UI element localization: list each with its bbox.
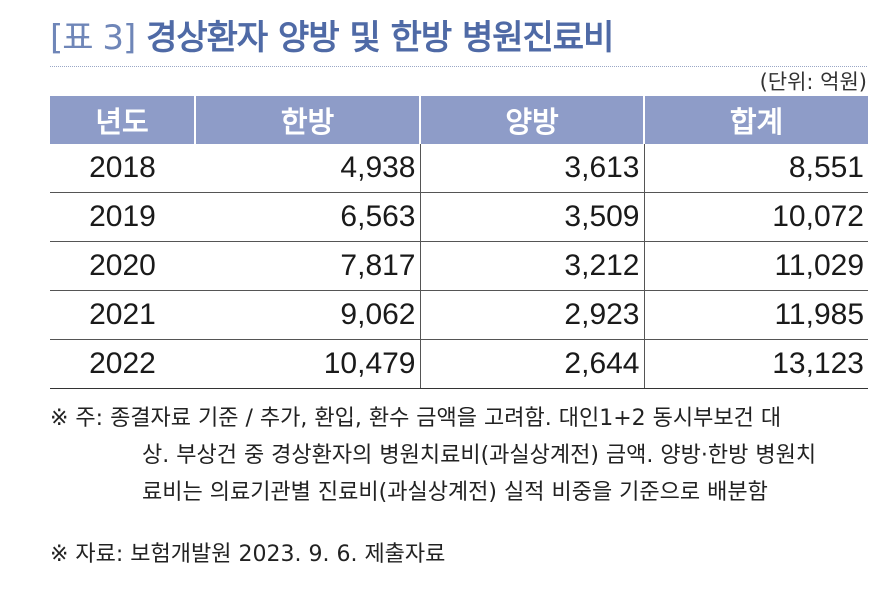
cell-korean-medicine: 6,563 — [195, 192, 421, 242]
table-row: 2021 9,062 2,923 11,985 — [50, 290, 868, 340]
header-korean-medicine: 한방 — [194, 96, 420, 144]
table-notes: ※ 주: 종결자료 기준 / 추가, 환입, 환수 금액을 고려함. 대인1+2… — [50, 400, 880, 511]
title-divider — [50, 66, 867, 67]
cell-year: 2019 — [50, 192, 195, 242]
cell-korean-medicine: 7,817 — [195, 241, 421, 291]
note-line: 료비는 의료기관별 진료비(과실상계전) 실적 비중을 기준으로 배분함 — [142, 480, 768, 505]
table-row: 2018 4,938 3,613 8,551 — [50, 144, 868, 193]
header-year: 년도 — [50, 96, 195, 144]
source-note: ※ 자료: 보험개발원 2023. 9. 6. 제출자료 — [50, 542, 446, 567]
cell-western-medicine: 2,923 — [420, 290, 645, 340]
cell-year: 2022 — [50, 339, 195, 389]
table-title: [표 3] 경상환자 양방 및 한방 병원진료비 — [50, 10, 614, 59]
cell-korean-medicine: 4,938 — [195, 144, 421, 193]
cell-year: 2021 — [50, 290, 195, 340]
cell-total: 8,551 — [788, 151, 864, 184]
cell-total: 11,029 — [644, 241, 868, 291]
note-line: 상. 부상건 중 경상환자의 병원치료비(과실상계전) 금액. 양방·한방 병원… — [142, 443, 817, 468]
cell-korean-medicine: 9,062 — [195, 290, 421, 340]
unit-label: (단위: 억원) — [759, 70, 867, 94]
cell-korean-medicine: 10,479 — [195, 339, 421, 389]
cell-western-medicine: 3,212 — [420, 241, 645, 291]
table-row: 2019 6,563 3,509 10,072 — [50, 192, 868, 242]
cell-total: 13,123 — [644, 339, 868, 389]
table-title-text: 경상환자 양방 및 한방 병원진료비 — [146, 18, 614, 58]
table-row: 2022 10,479 2,644 13,123 — [50, 339, 868, 389]
cell-western-medicine: 2,644 — [420, 339, 645, 389]
header-row: 년도 한방 양방 합계 — [50, 96, 868, 144]
note-line: ※ 주: 종결자료 기준 / 추가, 환입, 환수 금액을 고려함. 대인1+2… — [50, 406, 782, 431]
cell-total: 10,072 — [644, 192, 868, 242]
header-western-medicine: 양방 — [419, 96, 644, 144]
cell-year: 2018 — [89, 151, 156, 184]
header-total: 합계 — [643, 96, 868, 144]
cell-year: 2020 — [50, 241, 195, 291]
cell-total: 11,985 — [644, 290, 868, 340]
table-row: 2020 7,817 3,212 11,029 — [50, 241, 868, 291]
cell-western-medicine: 3,613 — [420, 144, 645, 193]
table-number: [표 3] — [50, 18, 136, 58]
medical-cost-table: 년도 한방 양방 합계 2018 4,938 3,613 8,551 2019 … — [50, 96, 868, 389]
cell-western-medicine: 3,509 — [420, 192, 645, 242]
